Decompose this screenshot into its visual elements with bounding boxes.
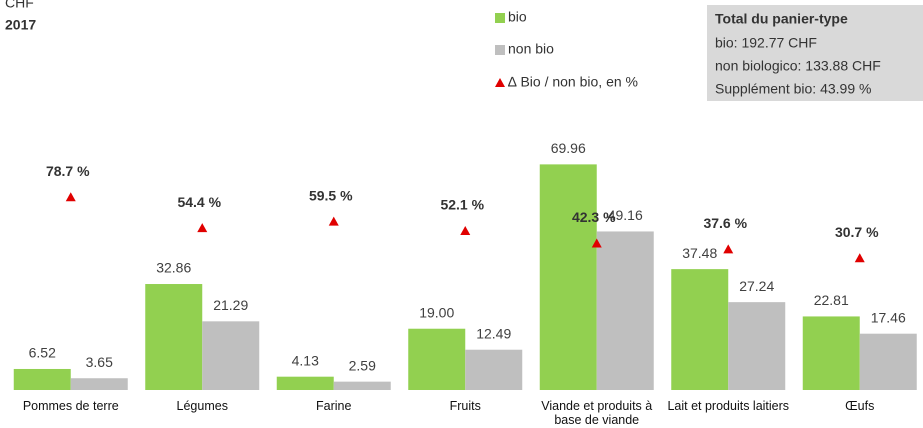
bar <box>671 269 729 390</box>
delta-label: 78.7 % <box>46 163 90 179</box>
subtitle: 2017 <box>5 17 36 33</box>
bar <box>596 231 654 390</box>
delta-label: 59.5 % <box>309 187 353 203</box>
summary-line: non biologico: 133.88 CHF <box>715 58 881 74</box>
x-tick-label: Viande et produits à base de viande <box>541 399 653 427</box>
value-label: 6.52 <box>29 345 56 361</box>
bar <box>202 321 260 390</box>
bar <box>145 284 203 390</box>
legend-swatch <box>495 45 505 55</box>
bar <box>802 316 860 390</box>
delta-label: 37.6 % <box>703 215 747 231</box>
bar <box>859 333 917 390</box>
legend-label: non bio <box>508 41 554 57</box>
x-tick-label: Fruits <box>449 399 481 413</box>
summary-line: bio: 192.77 CHF <box>715 35 817 51</box>
legend-swatch <box>495 13 505 23</box>
value-label: 3.65 <box>86 354 113 370</box>
summary-title: Total du panier-type <box>715 11 848 27</box>
value-label: 69.96 <box>551 140 586 156</box>
delta-label: 42.3 % <box>572 209 616 225</box>
bar <box>465 349 523 390</box>
value-label: 37.48 <box>682 245 717 261</box>
legend-label: ∆ Bio / non bio, en % <box>508 74 638 90</box>
summary-line: Supplément bio: 43.99 % <box>715 81 871 97</box>
delta-marker <box>723 244 734 254</box>
legend-marker <box>495 78 505 87</box>
value-label: 32.86 <box>156 260 191 276</box>
value-label: 27.24 <box>739 278 774 294</box>
value-label: 4.13 <box>292 352 319 368</box>
x-tick-label: Lait et produits laitiers <box>667 399 790 413</box>
value-label: 21.29 <box>213 297 248 313</box>
bar <box>539 164 597 390</box>
delta-marker <box>854 253 865 263</box>
bar <box>333 381 391 390</box>
value-label: 17.46 <box>871 309 906 325</box>
delta-label: 54.4 % <box>177 194 221 210</box>
delta-label: 30.7 % <box>835 224 879 240</box>
x-tick-label: Farine <box>316 399 352 413</box>
delta-marker <box>460 226 471 236</box>
value-label: 2.59 <box>349 357 376 373</box>
delta-marker <box>328 216 339 226</box>
bar <box>70 378 128 390</box>
bar <box>728 302 786 390</box>
x-tick-label: Pommes de terre <box>22 399 119 413</box>
delta-marker <box>197 223 208 233</box>
bar <box>276 376 334 390</box>
value-label: 22.81 <box>814 292 849 308</box>
value-label: 19.00 <box>419 304 454 320</box>
delta-marker <box>591 238 602 248</box>
unit-label: CHF <box>5 0 34 11</box>
value-label: 12.49 <box>476 325 511 341</box>
bar <box>13 368 71 390</box>
bar <box>408 328 466 390</box>
delta-marker <box>65 192 76 202</box>
x-tick-label: Légumes <box>176 399 228 413</box>
legend-label: bio <box>508 9 527 25</box>
summary-box <box>707 5 923 101</box>
value-label: 49.16 <box>608 207 643 223</box>
x-tick-label: Œufs <box>845 399 875 413</box>
delta-label: 52.1 % <box>440 197 484 213</box>
